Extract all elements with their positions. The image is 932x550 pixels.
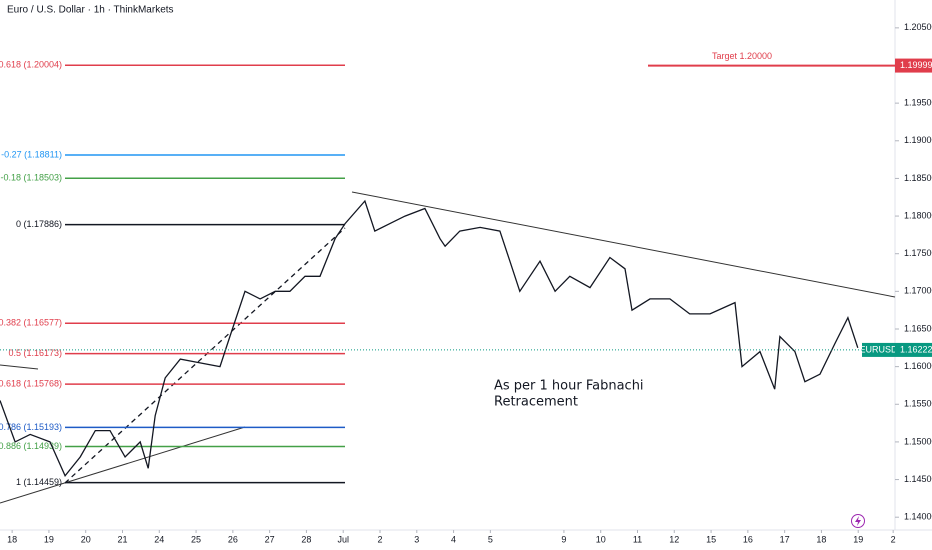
x-tick-label: 24 bbox=[154, 534, 164, 544]
x-tick-label: 21 bbox=[117, 534, 127, 544]
x-tick-label: 2 bbox=[891, 534, 896, 544]
symbol-tag bbox=[862, 342, 895, 357]
fib-label: 0.618 (1.15768) bbox=[0, 378, 62, 388]
fib-label: -0.18 (1.18503) bbox=[0, 173, 62, 183]
x-tick-label: 10 bbox=[596, 534, 606, 544]
chart-title: Euro / U.S. Dollar · 1h · ThinkMarkets bbox=[7, 5, 174, 16]
y-tick-label: 1.20500 bbox=[904, 22, 932, 32]
x-tick-label: 3 bbox=[414, 534, 419, 544]
y-tick-label: 1.14500 bbox=[904, 474, 932, 484]
alert-icon[interactable] bbox=[851, 514, 865, 528]
fib-label: 1 (1.14459) bbox=[16, 477, 62, 487]
y-tick-label: 1.17000 bbox=[904, 286, 932, 296]
x-tick-label: 5 bbox=[488, 534, 493, 544]
x-tick-label: 17 bbox=[780, 534, 790, 544]
price-line bbox=[0, 199, 859, 478]
y-tick-label: 1.17500 bbox=[904, 248, 932, 258]
x-tick-label: 18 bbox=[816, 534, 826, 544]
x-tick-label: 18 bbox=[7, 534, 17, 544]
x-tick-label: 26 bbox=[228, 534, 238, 544]
x-tick-label: 20 bbox=[81, 534, 91, 544]
y-tick-label: 1.15000 bbox=[904, 436, 932, 446]
symbol-tag-label: EURUSD bbox=[859, 344, 898, 354]
fib-label: 0 (1.17886) bbox=[16, 219, 62, 229]
trend-line bbox=[351, 191, 896, 298]
trend-line bbox=[0, 426, 246, 504]
fib-label: -0.27 (1.18811) bbox=[1, 149, 62, 159]
x-tick-label: 28 bbox=[301, 534, 311, 544]
x-tick-label: 12 bbox=[669, 534, 679, 544]
y-tick-label: 1.14000 bbox=[904, 512, 932, 522]
y-tick-label: 1.18500 bbox=[904, 173, 932, 183]
y-tick-label: 1.16000 bbox=[904, 361, 932, 371]
x-tick-label: 27 bbox=[265, 534, 275, 544]
price-tag-label: 1.19999 bbox=[900, 60, 932, 70]
fib-label: 0.786 (1.15193) bbox=[0, 422, 62, 432]
price-tag bbox=[895, 342, 932, 357]
fib-diagonal bbox=[64, 227, 346, 484]
alert-icon bbox=[855, 516, 861, 526]
x-tick-label: 15 bbox=[706, 534, 716, 544]
x-tick-label: 19 bbox=[44, 534, 54, 544]
y-tick-label: 1.18000 bbox=[904, 210, 932, 220]
x-tick-label: 11 bbox=[633, 534, 642, 544]
y-tick-label: 1.16500 bbox=[904, 323, 932, 333]
x-tick-label: 16 bbox=[743, 534, 753, 544]
fib-label: -0.618 (1.20004) bbox=[0, 60, 62, 70]
x-tick-label: Jul bbox=[337, 534, 349, 544]
annotation: Retracement bbox=[494, 395, 578, 410]
annotation: As per 1 hour Fabnachi bbox=[494, 379, 644, 394]
trend-line bbox=[0, 364, 39, 370]
y-tick-label: 1.19500 bbox=[904, 98, 932, 108]
y-tick-label: 1.19000 bbox=[904, 135, 932, 145]
x-tick-label: 4 bbox=[451, 534, 456, 544]
x-tick-label: 9 bbox=[561, 534, 566, 544]
x-tick-label: 25 bbox=[191, 534, 201, 544]
price-tag-label: 1.16222 bbox=[900, 344, 932, 354]
target-label: Target 1.20000 bbox=[712, 51, 772, 61]
fib-label: 0.886 (1.14939) bbox=[0, 441, 62, 451]
price-tag bbox=[895, 58, 932, 73]
x-tick-label: 2 bbox=[377, 534, 382, 544]
y-tick-label: 1.15500 bbox=[904, 399, 932, 409]
fib-label: 0.382 (1.16577) bbox=[0, 318, 62, 328]
fib-label: 0.5 (1.16173) bbox=[8, 348, 62, 358]
x-tick-label: 19 bbox=[853, 534, 863, 544]
